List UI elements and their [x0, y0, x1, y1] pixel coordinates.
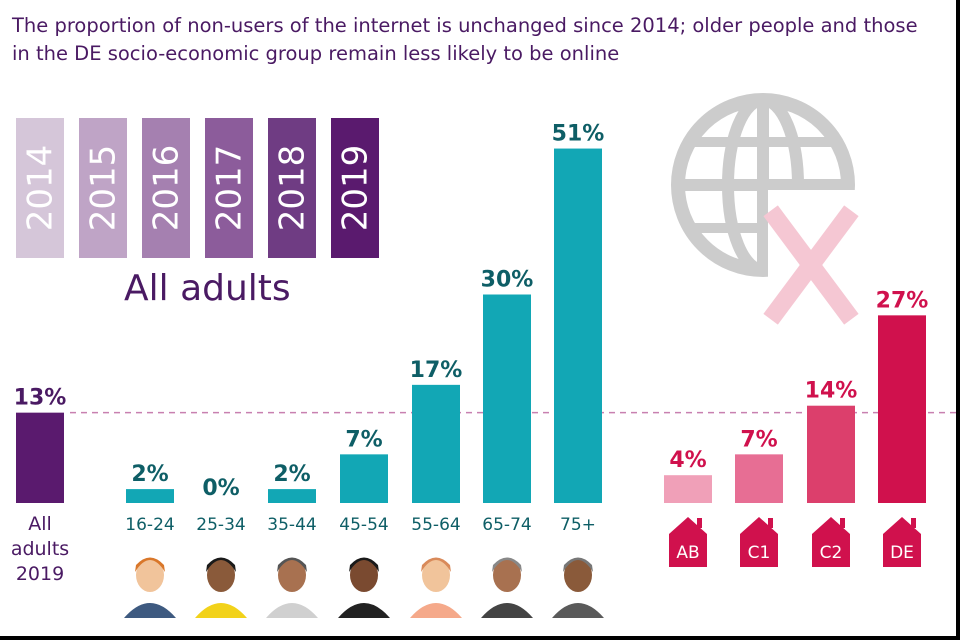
house-icon: [669, 517, 707, 567]
person-head: [278, 558, 306, 592]
bar-de: [878, 315, 926, 503]
person-head: [493, 558, 521, 592]
title-line-2: in the DE socio-economic group remain le…: [12, 42, 620, 65]
year-block-2019: 2019: [331, 118, 379, 258]
globe-icon: [671, 93, 868, 325]
age-tick-label: 55-64: [411, 515, 460, 535]
value-label: 0%: [202, 476, 239, 501]
all-adults-tick-label: All: [28, 513, 52, 535]
value-label: 51%: [552, 122, 605, 147]
bar-65-74: [483, 294, 531, 503]
person-icon: [552, 557, 604, 618]
bar-ab: [664, 475, 712, 503]
all-adults-tick-label: 2019: [16, 563, 64, 585]
age-tick-label: 25-34: [196, 515, 245, 535]
value-label: 7%: [740, 427, 777, 452]
person-hair: [206, 557, 236, 572]
person-body: [266, 603, 318, 618]
person-hair: [277, 557, 307, 572]
person-body: [124, 603, 176, 618]
person-icon: [481, 557, 533, 618]
ses-tick-label: AB: [676, 543, 699, 563]
person-icon: [124, 557, 176, 618]
value-label: 2%: [273, 462, 310, 487]
bar-16-24: [126, 489, 174, 503]
person-head: [350, 558, 378, 592]
house-chimney: [911, 518, 916, 528]
house-icon: [883, 517, 921, 567]
bar-all-adults-2019: [16, 412, 64, 503]
house-shape: [669, 517, 707, 567]
ses-tick-label: C2: [820, 543, 843, 563]
ses-tick-label: C1: [748, 543, 771, 563]
house-shape: [812, 517, 850, 567]
age-tick-label: 16-24: [125, 515, 174, 535]
value-label: 27%: [876, 288, 929, 313]
year-block-2017: 2017: [205, 118, 253, 258]
age-tick-label: 45-54: [339, 515, 388, 535]
person-body: [195, 603, 247, 618]
title-line-1: The proportion of non-users of the inter…: [12, 14, 918, 37]
value-label: 17%: [410, 358, 463, 383]
person-icon: [195, 557, 247, 618]
bar-c2: [807, 405, 855, 503]
value-label: 4%: [669, 448, 706, 473]
ses-tick-label: DE: [890, 543, 914, 563]
person-icon: [338, 557, 390, 618]
house-shape: [883, 517, 921, 567]
bar-35-44: [268, 489, 316, 503]
value-label: 30%: [481, 268, 534, 293]
person-hair: [135, 557, 165, 572]
house-icon: [812, 517, 850, 567]
year-block-2014: 2014: [16, 118, 64, 258]
house-icon: [740, 517, 778, 567]
bar-c1: [735, 454, 783, 503]
chart-title: The proportion of non-users of the inter…: [12, 12, 952, 68]
value-label: 14%: [805, 379, 858, 404]
person-hair: [349, 557, 379, 572]
person-body: [552, 603, 604, 618]
person-hair: [421, 557, 451, 572]
person-head: [136, 558, 164, 592]
value-label: 13%: [14, 386, 67, 411]
person-head: [422, 558, 450, 592]
age-tick-label: 75+: [560, 515, 596, 535]
house-chimney: [697, 518, 702, 528]
person-hair: [492, 557, 522, 572]
person-icon: [410, 557, 462, 618]
person-body: [410, 603, 462, 618]
person-head: [564, 558, 592, 592]
person-body: [481, 603, 533, 618]
bar-75-: [554, 148, 602, 504]
value-label: 2%: [131, 462, 168, 487]
all-adults-caption: All adults: [124, 268, 291, 309]
value-label: 7%: [345, 427, 382, 452]
person-hair: [563, 557, 593, 572]
bar-55-64: [412, 384, 460, 503]
year-block-2018: 2018: [268, 118, 316, 258]
person-body: [338, 603, 390, 618]
house-chimney: [840, 518, 845, 528]
year-block-2015: 2015: [79, 118, 127, 258]
person-head: [207, 558, 235, 592]
age-tick-label: 35-44: [267, 515, 316, 535]
all-adults-tick-label: adults: [11, 538, 69, 560]
person-icon: [266, 557, 318, 618]
house-shape: [740, 517, 778, 567]
bar-45-54: [340, 454, 388, 503]
year-block-2016: 2016: [142, 118, 190, 258]
house-chimney: [768, 518, 773, 528]
age-tick-label: 65-74: [482, 515, 531, 535]
